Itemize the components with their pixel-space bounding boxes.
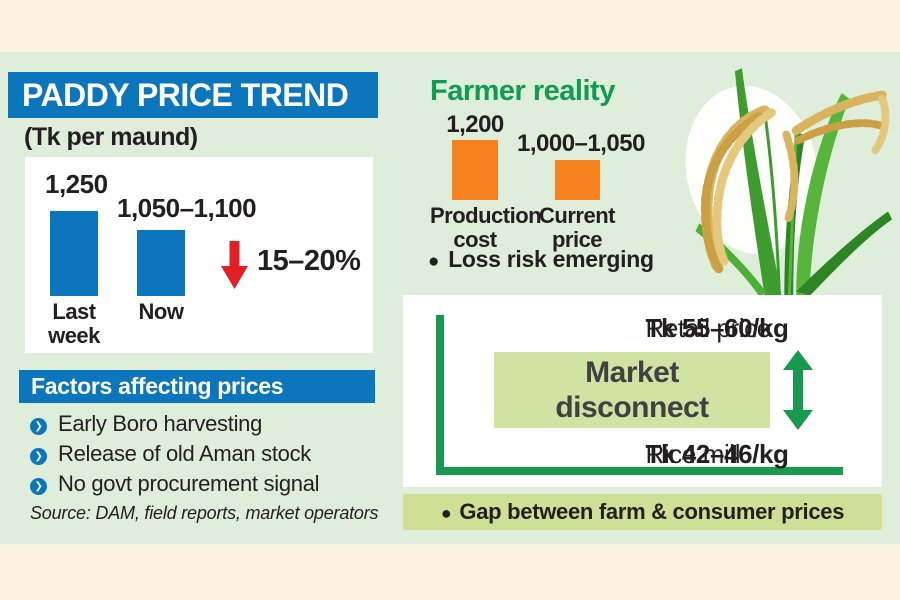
farmer-bar2-value: 1,000–1,050 <box>517 130 645 157</box>
paddy-bar-chart: 1,250 1,050–1,100 Last week Now 15–20% <box>25 157 373 353</box>
paddy-bar2-category: Now <box>138 299 184 324</box>
farmer-bar1-value: 1,200 <box>446 111 504 138</box>
paddy-title: PADDY PRICE TREND <box>22 77 349 113</box>
paddy-bar-last-week <box>50 211 98 296</box>
farmer-bar-current-price <box>555 160 600 200</box>
market-disconnect-box: Market disconnect <box>494 352 770 428</box>
retail-price-value: Tk 55–60/kg <box>645 313 789 343</box>
market-disconnect-panel: Retail price Tk 55–60/kg Market disconne… <box>403 295 882 487</box>
factor-item-1-label: Early Boro harvesting <box>58 411 263 436</box>
factor-item-1: ❯ Early Boro harvesting <box>30 411 262 437</box>
green-updown-arrow-icon <box>783 350 813 430</box>
dot-bullet-icon: ● <box>440 503 452 523</box>
factors-title: Factors affecting prices <box>31 373 284 399</box>
retail-price-label: Retail price <box>645 313 772 343</box>
chevron-bullet-icon: ❯ <box>30 478 47 495</box>
gap-footer-strip: ● Gap between farm & consumer prices <box>403 494 882 530</box>
factor-item-3: ❯ No govt procurement signal <box>30 471 320 497</box>
rice-mill-value: Tk 42–46/kg <box>645 439 789 469</box>
paddy-bar-now <box>137 230 185 296</box>
farmer-bar2-category: Current price <box>539 203 615 252</box>
gap-footer-label: Gap between farm & consumer prices <box>459 499 845 524</box>
loss-risk-note: ● Loss risk emerging <box>428 246 654 273</box>
loss-risk-label: Loss risk emerging <box>448 246 654 272</box>
paddy-unit-label: (Tk per maund) <box>24 123 198 151</box>
factor-item-2-label: Release of old Aman stock <box>58 441 311 466</box>
paddy-bar2-value: 1,050–1,100 <box>117 193 257 223</box>
farmer-bar1-category: Production cost <box>430 203 542 252</box>
grain-panicles <box>700 90 890 276</box>
source-note: Source: DAM, field reports, market opera… <box>30 503 379 523</box>
leaf-blade <box>796 92 850 296</box>
farmer-bar-production-cost <box>452 140 498 200</box>
chevron-bullet-icon: ❯ <box>30 418 47 435</box>
red-down-arrow-icon <box>221 241 248 289</box>
axis-horizontal-line <box>436 467 843 475</box>
paddy-change-percent: 15–20% <box>257 245 361 277</box>
dot-bullet-icon: ● <box>428 251 440 272</box>
factor-item-3-label: No govt procurement signal <box>58 471 320 496</box>
market-disconnect-label: Market disconnect <box>555 356 709 424</box>
factor-item-2: ❯ Release of old Aman stock <box>30 441 311 467</box>
paddy-title-bar: PADDY PRICE TREND <box>8 72 378 118</box>
rice-mill-label: Rice mill <box>645 439 741 469</box>
rice-plant-illustration <box>685 68 893 296</box>
paddy-bar1-category: Last week <box>48 299 100 348</box>
chevron-bullet-icon: ❯ <box>30 448 47 465</box>
leaf-blade <box>796 211 893 296</box>
factors-title-bar: Factors affecting prices <box>19 370 375 403</box>
axis-vertical-line <box>436 315 444 475</box>
paddy-bar1-value: 1,250 <box>45 169 108 199</box>
farmer-reality-title: Farmer reality <box>430 75 615 107</box>
